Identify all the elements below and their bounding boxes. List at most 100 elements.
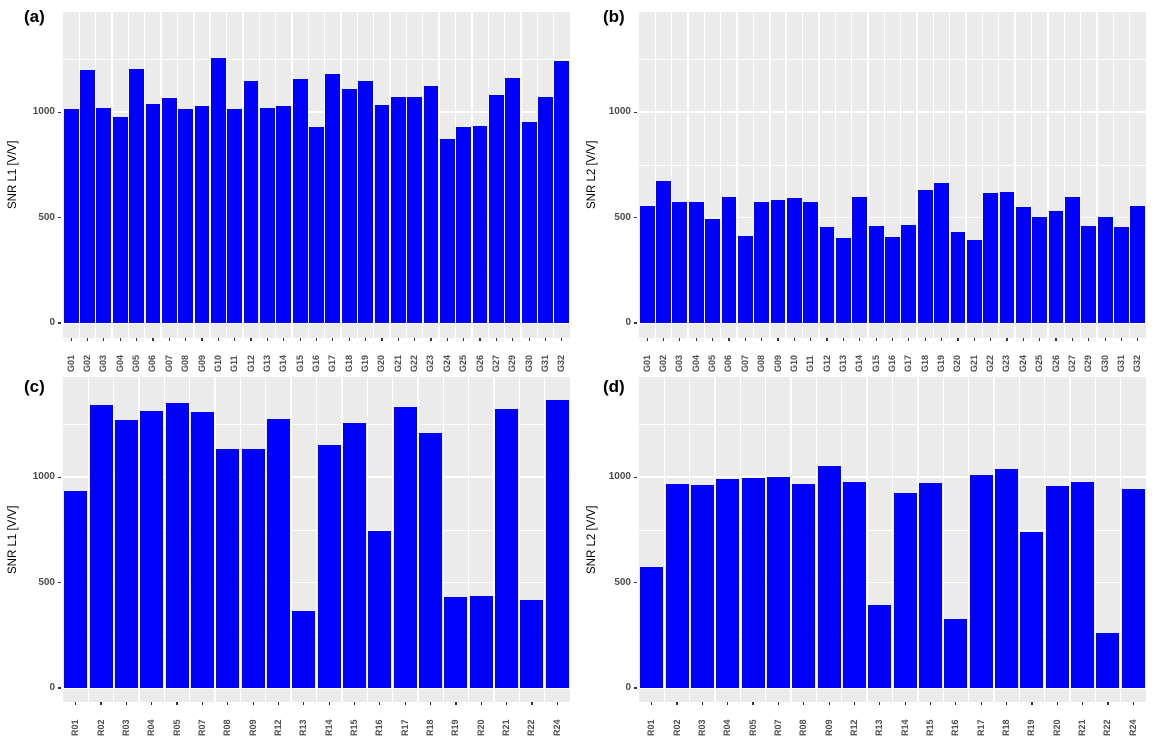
x-tick-mark bbox=[414, 338, 416, 341]
x-tick-label: G16 bbox=[887, 354, 897, 372]
x-tick-label: R01 bbox=[646, 719, 657, 736]
y-tick-mark bbox=[634, 216, 637, 219]
bar-G32 bbox=[1130, 205, 1146, 323]
x-tick-label: G29 bbox=[507, 354, 518, 372]
gridline-vertical bbox=[315, 377, 318, 702]
x-tick-label: G03 bbox=[674, 354, 685, 372]
x-tick-label: G13 bbox=[837, 354, 848, 372]
x-tick-mark bbox=[728, 338, 730, 341]
x-tick-mark bbox=[777, 702, 779, 705]
x-tick-label: R07 bbox=[196, 719, 207, 736]
x-tick-label: G25 bbox=[1034, 354, 1045, 372]
bar-G02 bbox=[656, 181, 671, 323]
x-tick-mark bbox=[651, 702, 653, 705]
bar-G17 bbox=[325, 73, 341, 323]
bar-R13 bbox=[292, 610, 316, 688]
subplot-a: (a) SNR L1 [V/V] 0 500 1000 G01 G02 G03 G04 G05… bbox=[0, 0, 579, 372]
x-tick-mark bbox=[1055, 338, 1057, 341]
bar-G13 bbox=[260, 107, 275, 323]
x-tick-label: G23 bbox=[425, 354, 436, 372]
x-tick-label: G04 bbox=[690, 354, 701, 372]
bar-G24 bbox=[439, 139, 455, 323]
gridline-vertical bbox=[1112, 12, 1114, 338]
gridline-vertical bbox=[274, 12, 277, 338]
x-tick-label: G12 bbox=[245, 354, 256, 372]
x-tick-mark bbox=[353, 702, 356, 705]
bar-G31 bbox=[538, 96, 553, 323]
x-tick-label: G31 bbox=[1115, 354, 1126, 372]
y-tick-label: 1000 bbox=[32, 106, 55, 118]
x-tick-label: G14 bbox=[278, 354, 289, 372]
x-tick-label: G21 bbox=[392, 354, 403, 372]
x-tick-label: G30 bbox=[523, 354, 534, 372]
bar-G15 bbox=[868, 226, 884, 323]
gridline-vertical bbox=[867, 12, 869, 338]
bar-R14 bbox=[317, 445, 341, 688]
x-tick-mark bbox=[803, 702, 805, 705]
x-tick-label: R16 bbox=[374, 719, 385, 736]
x-tick-mark bbox=[924, 338, 926, 341]
gridline-vertical bbox=[209, 12, 211, 338]
bar-G13 bbox=[836, 238, 851, 323]
x-tick-mark bbox=[980, 702, 982, 705]
gridline-vertical bbox=[78, 12, 81, 338]
x-tick-mark bbox=[1137, 338, 1139, 341]
gridline-vertical bbox=[1128, 12, 1131, 338]
x-tick-mark bbox=[119, 338, 121, 341]
gridline-vertical bbox=[193, 12, 195, 338]
x-tick-mark bbox=[103, 338, 105, 341]
bar-R17 bbox=[969, 475, 993, 688]
x-tick-mark bbox=[828, 702, 830, 705]
bar-G11 bbox=[803, 201, 819, 323]
y-tick-label: 500 bbox=[38, 576, 55, 588]
x-tick-mark bbox=[727, 702, 729, 705]
bar-G12 bbox=[243, 80, 259, 323]
x-tick-mark bbox=[744, 338, 746, 341]
x-tick-label: R03 bbox=[696, 719, 707, 736]
gridline-vertical bbox=[391, 377, 394, 702]
y-tick-label: 1000 bbox=[608, 106, 631, 118]
x-tick-label: G32 bbox=[1132, 354, 1143, 372]
x-tick-mark bbox=[676, 702, 678, 705]
bar-G29 bbox=[505, 78, 521, 323]
gridline-vertical bbox=[917, 377, 919, 702]
bar-G20 bbox=[374, 104, 390, 323]
x-tick-mark bbox=[328, 702, 330, 705]
x-tick-mark bbox=[252, 702, 254, 705]
x-tick-mark bbox=[1120, 338, 1123, 341]
y-tick-label: 1000 bbox=[32, 471, 55, 483]
bar-G17 bbox=[901, 224, 917, 323]
x-tick-mark bbox=[299, 338, 301, 341]
y-tick-mark bbox=[634, 687, 637, 689]
bar-G14 bbox=[276, 105, 292, 323]
x-tick-mark bbox=[1132, 702, 1134, 705]
bar-G22 bbox=[983, 193, 999, 323]
x-tick-label: G04 bbox=[114, 354, 125, 372]
x-tick-label: G09 bbox=[772, 354, 783, 372]
gridline-vertical bbox=[981, 12, 984, 338]
x-tick-mark bbox=[1006, 338, 1008, 341]
x-tick-label: G10 bbox=[788, 354, 799, 372]
x-tick-label: G30 bbox=[1099, 354, 1110, 372]
bar-G27 bbox=[488, 95, 504, 323]
bar-G26 bbox=[1048, 210, 1064, 323]
x-tick-mark bbox=[227, 702, 229, 705]
y-tick-mark bbox=[58, 216, 61, 219]
bar-R12 bbox=[842, 482, 866, 688]
x-tick-label: G08 bbox=[756, 354, 767, 372]
y-tick-label: 0 bbox=[625, 317, 631, 328]
bar-G16 bbox=[885, 237, 900, 323]
x-tick-label: R24 bbox=[1127, 719, 1138, 736]
y-tick-label: 500 bbox=[614, 211, 631, 223]
bar-R08 bbox=[792, 484, 816, 688]
x-tick-mark bbox=[1039, 338, 1041, 341]
gridline-vertical bbox=[714, 377, 716, 702]
bar-G11 bbox=[227, 109, 243, 323]
x-tick-mark bbox=[955, 702, 957, 705]
y-tick-mark bbox=[58, 581, 61, 584]
bar-R13 bbox=[868, 605, 892, 688]
x-tick-mark bbox=[646, 338, 648, 341]
gridline-vertical bbox=[1119, 377, 1122, 702]
x-tick-label: R02 bbox=[671, 719, 682, 736]
gridline-vertical bbox=[891, 377, 894, 702]
